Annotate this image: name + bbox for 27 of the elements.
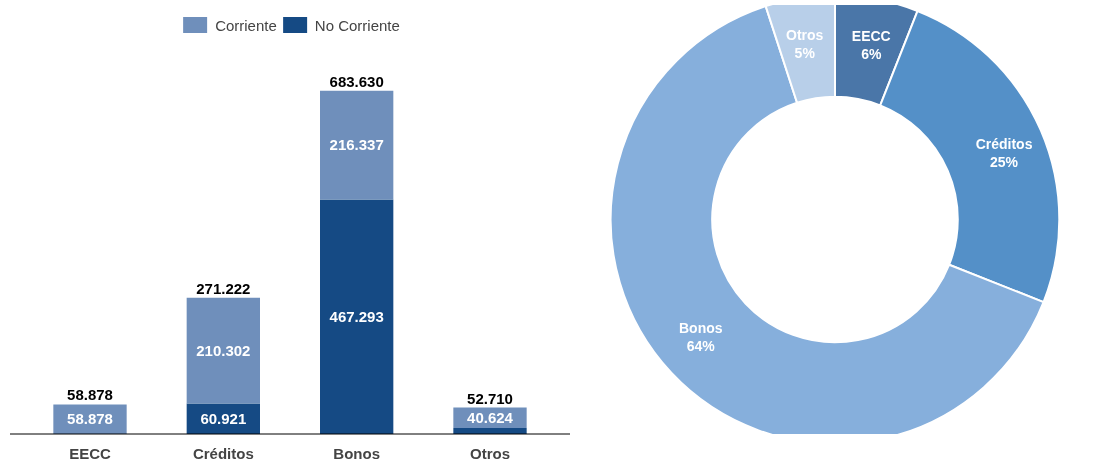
bar	[186, 297, 260, 404]
slice-label: EECC	[851, 28, 891, 45]
slice-label: Bonos	[678, 319, 723, 336]
data-label: 467.293	[329, 307, 384, 325]
legend-label: No Corriente	[314, 16, 400, 34]
total-label: 58.878	[67, 386, 113, 404]
bar	[320, 199, 394, 434]
data-label: 210.302	[196, 341, 251, 359]
x-tick-label: Otros	[470, 445, 511, 462]
total-label: 52.710	[467, 389, 513, 407]
legend-label: Corriente	[215, 16, 277, 34]
slice-label: Créditos	[975, 136, 1033, 153]
data-label: 5%	[794, 45, 816, 62]
x-tick-label: Créditos	[192, 445, 254, 462]
data-label: 40.624	[467, 408, 514, 426]
x-tick-label: EECC	[69, 445, 111, 462]
total-label: 683.630	[329, 72, 384, 90]
bar	[320, 90, 394, 200]
slice-label: Otros	[786, 27, 824, 44]
data-label: 58.878	[67, 410, 113, 428]
data-label: 60.921	[200, 409, 247, 427]
data-label: 64%	[686, 337, 716, 354]
data-label: 216.337	[329, 136, 384, 154]
total-label: 271.222	[196, 279, 251, 297]
x-tick-label: Bonos	[333, 445, 381, 462]
data-label: 25%	[990, 154, 1019, 171]
data-label: 6%	[861, 46, 882, 63]
